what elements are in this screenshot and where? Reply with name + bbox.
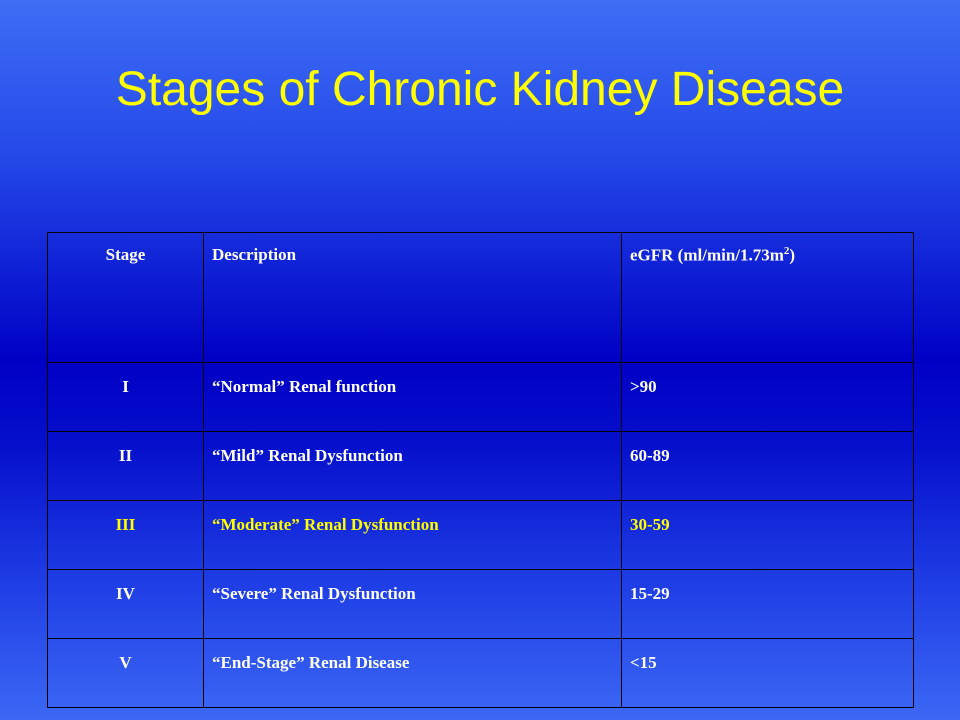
description-cell: “End-Stage” Renal Disease: [203, 638, 622, 708]
stage-cell: I: [47, 362, 204, 432]
table-row: IV “Severe” Renal Dysfunction 15-29: [47, 569, 914, 639]
header-egfr-superscript: 2: [783, 245, 790, 257]
egfr-cell: 15-29: [621, 569, 914, 639]
stage-cell: V: [47, 638, 204, 708]
table-header-row: Stage Description eGFR (ml/min/1.73m2): [47, 232, 914, 363]
egfr-cell: 60-89: [621, 431, 914, 501]
header-egfr: eGFR (ml/min/1.73m2): [621, 232, 914, 363]
table-row: II “Mild” Renal Dysfunction 60-89: [47, 431, 914, 501]
stage-cell: IV: [47, 569, 204, 639]
stage-cell: III: [47, 500, 204, 570]
description-cell: “Severe” Renal Dysfunction: [203, 569, 622, 639]
stage-cell: II: [47, 431, 204, 501]
header-egfr-suffix: ): [789, 245, 796, 265]
egfr-cell: 30-59: [621, 500, 914, 570]
header-stage: Stage: [47, 232, 204, 363]
table-row-highlighted: III “Moderate” Renal Dysfunction 30-59: [47, 500, 914, 570]
ckd-stages-table: Stage Description eGFR (ml/min/1.73m2) I…: [47, 232, 914, 708]
description-cell: “Moderate” Renal Dysfunction: [203, 500, 622, 570]
egfr-cell: <15: [621, 638, 914, 708]
table-row: I “Normal” Renal function >90: [47, 362, 914, 432]
header-egfr-prefix: eGFR (ml/min/1.73m: [630, 245, 784, 265]
slide-title: Stages of Chronic Kidney Disease: [115, 63, 845, 116]
egfr-cell: >90: [621, 362, 914, 432]
table-row: V “End-Stage” Renal Disease <15: [47, 638, 914, 708]
description-cell: “Mild” Renal Dysfunction: [203, 431, 622, 501]
description-cell: “Normal” Renal function: [203, 362, 622, 432]
header-description: Description: [203, 232, 622, 363]
